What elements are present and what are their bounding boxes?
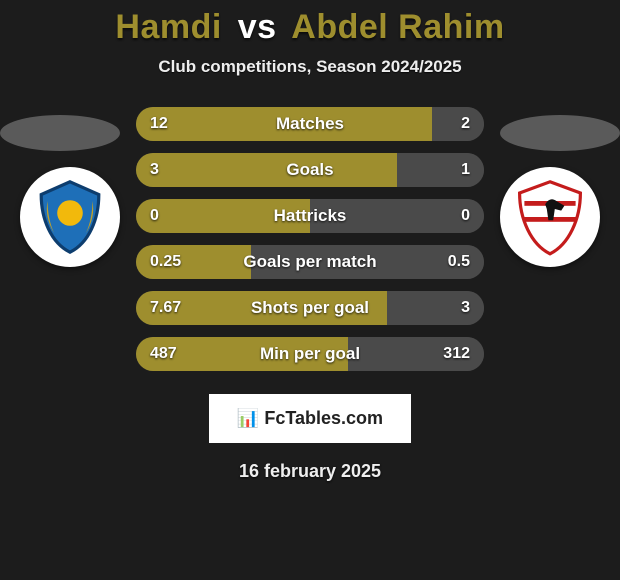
bar-left [136,153,397,187]
bar-left [136,107,432,141]
brand-text: FcTables.com [264,408,383,428]
ismaily-crest-icon [30,177,110,257]
title-player1: Hamdi [115,8,221,46]
stat-row: 00Hattricks [136,199,484,233]
zamalek-crest-icon [510,177,590,257]
stat-row: 487312Min per goal [136,337,484,371]
title-player2: Abdel Rahim [291,8,504,46]
crest-left [20,167,120,267]
bar-left [136,245,251,279]
bar-right [432,107,484,141]
stat-rows: 122Matches 31Goals 00Hattricks 0.250.5Goals… [136,107,484,383]
bar-left [136,337,348,371]
comparison-card: Hamdi vs Abdel Rahim Club competitions, … [0,0,620,580]
stat-row: 31Goals [136,153,484,187]
bar-right [348,337,484,371]
subtitle: Club competitions, Season 2024/2025 [0,57,620,77]
bar-right [397,153,484,187]
bar-right [387,291,484,325]
title-vs: vs [238,8,277,46]
bar-left [136,199,310,233]
footer: 📊 FcTables.com 16 february 2025 [0,394,620,482]
stat-row: 0.250.5Goals per match [136,245,484,279]
group-ellipse-left [0,115,120,151]
stat-row: 122Matches [136,107,484,141]
group-ellipse-right [500,115,620,151]
bar-left [136,291,387,325]
bar-right [251,245,484,279]
chart-icon: 📊 [237,408,258,428]
bar-right [310,199,484,233]
comparison-content: 122Matches 31Goals 00Hattricks 0.250.5Goals… [0,107,620,407]
stat-row: 7.673Shots per goal [136,291,484,325]
brand-badge: 📊 FcTables.com [209,394,411,443]
date-text: 16 february 2025 [0,461,620,482]
crest-right [500,167,600,267]
page-title: Hamdi vs Abdel Rahim [0,0,620,47]
